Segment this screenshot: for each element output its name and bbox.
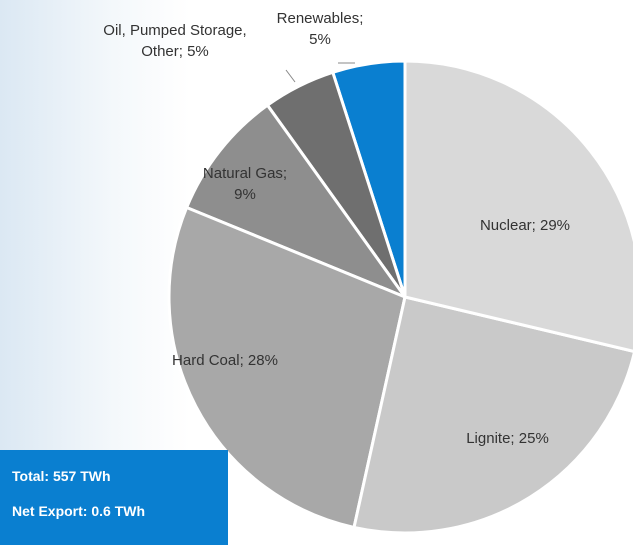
data-label: Hard Coal; 28% xyxy=(172,352,278,369)
pie-slice xyxy=(167,205,407,530)
data-label: Lignite; 25% xyxy=(466,430,549,447)
leader-line xyxy=(285,69,296,83)
pie-slice xyxy=(403,59,633,353)
data-label: Renewables; 5% xyxy=(276,10,364,48)
data-label: Oil, Pumped Storage, Other; 5% xyxy=(103,22,247,60)
summary-box: Total: 557 TWh Net Export: 0.6 TWh xyxy=(0,450,228,545)
pie-slice xyxy=(352,295,633,535)
data-label: Nuclear; 29% xyxy=(479,217,571,234)
data-label: Natural Gas; 9% xyxy=(202,165,288,203)
annotation: Net Export: 0.6 TWh xyxy=(12,503,146,519)
pie-slice xyxy=(184,103,410,301)
annotation: Total: 557 TWh xyxy=(12,468,111,484)
